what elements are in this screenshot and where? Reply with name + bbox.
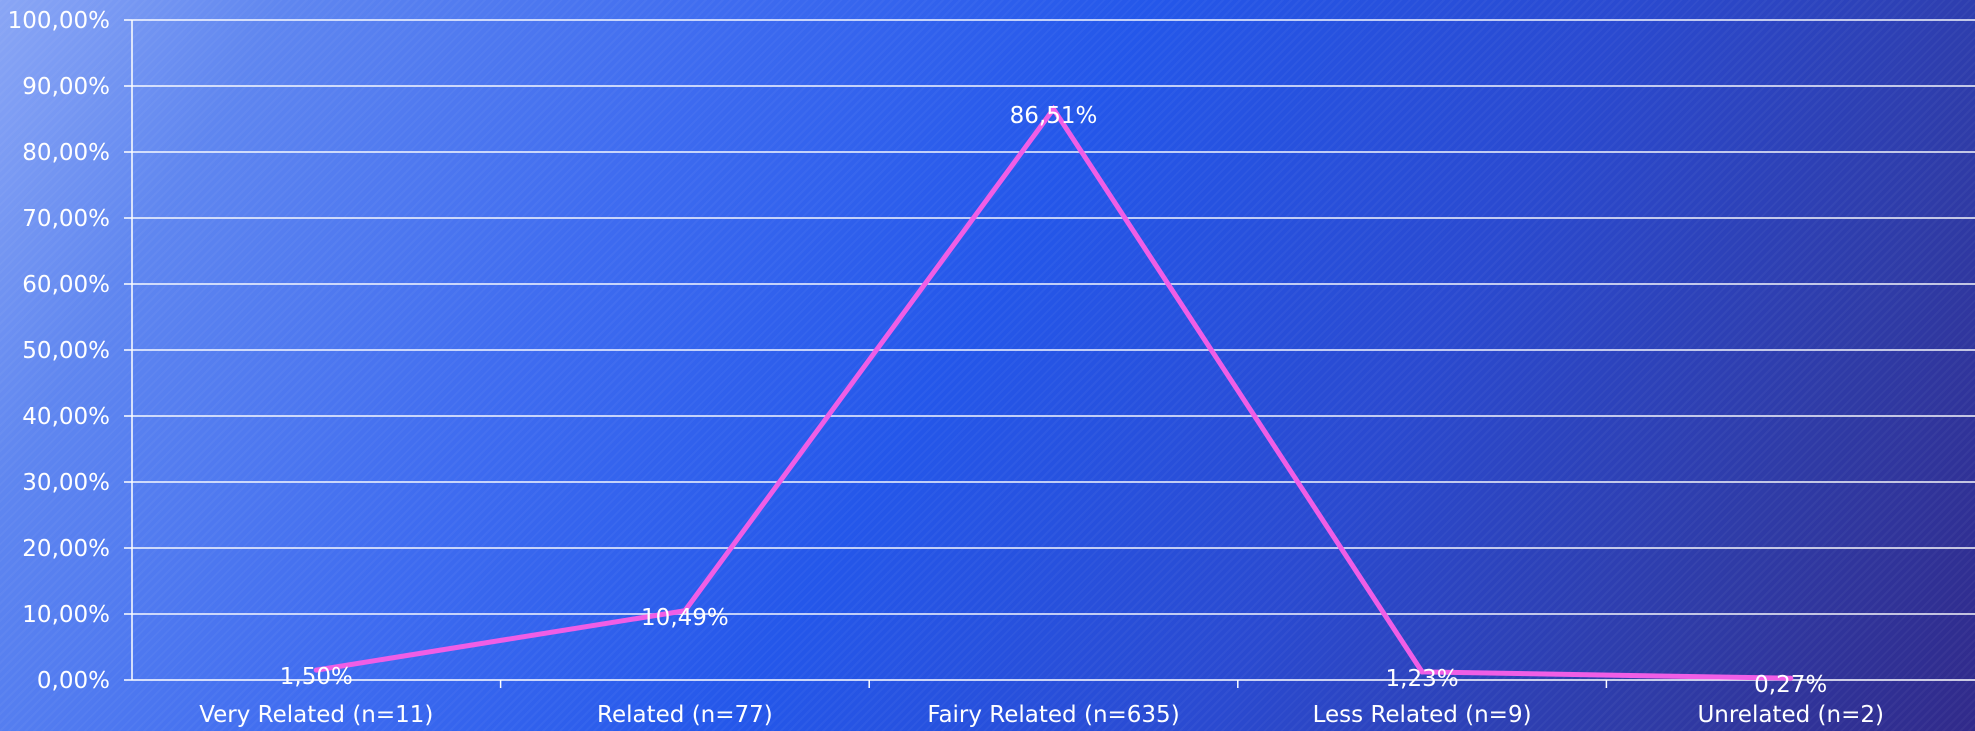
x-tick-label: Less Related (n=9) [1313, 702, 1532, 728]
y-tick-label: 40,00% [22, 404, 110, 430]
data-label: 10,49% [641, 605, 729, 631]
data-labels: 1,50% 10,49% 86,51% 1,23% 0,27% [280, 103, 1827, 698]
y-tick-label: 10,00% [22, 602, 110, 628]
series-line [313, 104, 1794, 681]
data-label: 1,50% [280, 664, 353, 690]
y-tick-label: 50,00% [22, 338, 110, 364]
axes [124, 19, 1975, 688]
y-tick-label: 20,00% [22, 536, 110, 562]
x-tick-label: Fairy Related (n=635) [927, 702, 1179, 728]
y-tick-label: 60,00% [22, 272, 110, 298]
y-tick-label: 30,00% [22, 470, 110, 496]
data-label: 86,51% [1010, 103, 1098, 129]
data-point [682, 608, 688, 614]
y-tick-labels: 0,00% 10,00% 20,00% 30,00% 40,00% 50,00% 60,00… [8, 8, 110, 694]
y-tick-label: 0,00% [37, 668, 110, 694]
data-point [313, 667, 319, 673]
y-tick-label: 80,00% [22, 140, 110, 166]
data-point [1419, 669, 1425, 675]
data-point [1051, 106, 1056, 112]
gridlines [132, 19, 1975, 615]
x-tick-label: Very Related (n=11) [199, 702, 433, 728]
data-label: 0,27% [1754, 672, 1827, 698]
data-label: 1,23% [1386, 666, 1459, 692]
y-tick-label: 100,00% [8, 8, 110, 34]
x-tick-labels: Very Related (n=11) Related (n=77) Fairy R… [199, 702, 1884, 728]
y-tick-label: 70,00% [22, 206, 110, 232]
series-line-path [313, 104, 1794, 681]
x-tick-label: Unrelated (n=2) [1697, 702, 1884, 728]
x-tick-label: Related (n=77) [597, 702, 773, 728]
y-tick-label: 90,00% [22, 74, 110, 100]
data-point [1788, 675, 1794, 681]
